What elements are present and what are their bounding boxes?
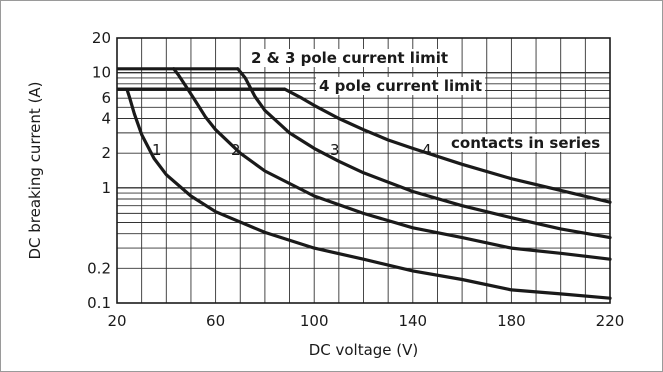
x-tick-label: 20	[107, 312, 126, 330]
curve-label-2: 2	[231, 141, 241, 159]
curve-label-1: 1	[152, 141, 162, 159]
y-tick-label: 10	[92, 64, 111, 82]
limit-label-2-3-pole-bg	[248, 49, 452, 67]
y-tick-label: 4	[101, 109, 111, 127]
y-tick-label: 6	[101, 89, 111, 107]
y-tick-label: 2	[101, 144, 111, 162]
y-tick-label: 1	[101, 179, 111, 197]
y-tick-label: 0.1	[87, 294, 111, 312]
x-tick-label: 180	[497, 312, 526, 330]
contacts-in-series-label-bg	[448, 134, 604, 152]
contacts-in-series-label: contacts in series	[451, 134, 600, 152]
y-axis-title: DC breaking current (A)	[26, 81, 44, 259]
curve-4-contacts	[283, 87, 612, 204]
curve-label-4: 4	[422, 141, 432, 159]
x-tick-label: 220	[596, 312, 625, 330]
y-tick-label: 0.2	[87, 259, 111, 277]
limit-label-2-3-pole: 2 & 3 pole current limit	[251, 49, 448, 67]
x-tick-label: 140	[398, 312, 427, 330]
limit-label-4-pole-bg	[316, 77, 486, 95]
curve-2-contacts	[172, 67, 612, 261]
limit-label-4-pole: 4 pole current limit	[319, 77, 482, 95]
x-axis-title: DC voltage (V)	[309, 341, 419, 359]
x-tick-label: 60	[206, 312, 225, 330]
curve-1-contacts	[125, 87, 612, 300]
curve-3-contacts	[236, 67, 612, 240]
x-tick-label: 100	[300, 312, 329, 330]
curve-label-3: 3	[330, 141, 340, 159]
y-tick-label: 20	[92, 29, 111, 47]
plot-border	[116, 37, 611, 304]
